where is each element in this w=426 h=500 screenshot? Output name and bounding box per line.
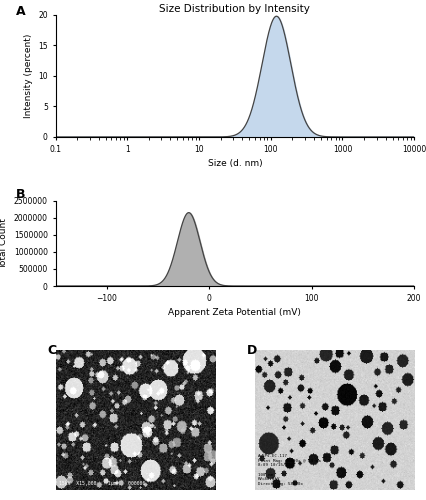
X-axis label: Size (d. nm): Size (d. nm): [207, 159, 262, 168]
Text: D: D: [246, 344, 256, 357]
Text: 15kV  X15,000    1μm    000006: 15kV X15,000 1μm 000006: [58, 481, 144, 486]
Title: Size Distribution by Intensity: Size Distribution by Intensity: [159, 4, 310, 14]
Text: B: B: [16, 188, 26, 201]
Text: AgNPs-EC.117
Print Mag: 58000x @ 84 mm
8:09 10/15/20

100 nm
HV=80.0kV
Direct Ma: AgNPs-EC.117 Print Mag: 58000x @ 84 mm 8…: [257, 454, 320, 486]
X-axis label: Apparent Zeta Potential (mV): Apparent Zeta Potential (mV): [168, 308, 301, 317]
Text: A: A: [16, 5, 26, 18]
Text: C: C: [47, 344, 57, 357]
Y-axis label: Intensity (percent): Intensity (percent): [23, 34, 33, 118]
Y-axis label: Total Count: Total Count: [0, 218, 8, 269]
